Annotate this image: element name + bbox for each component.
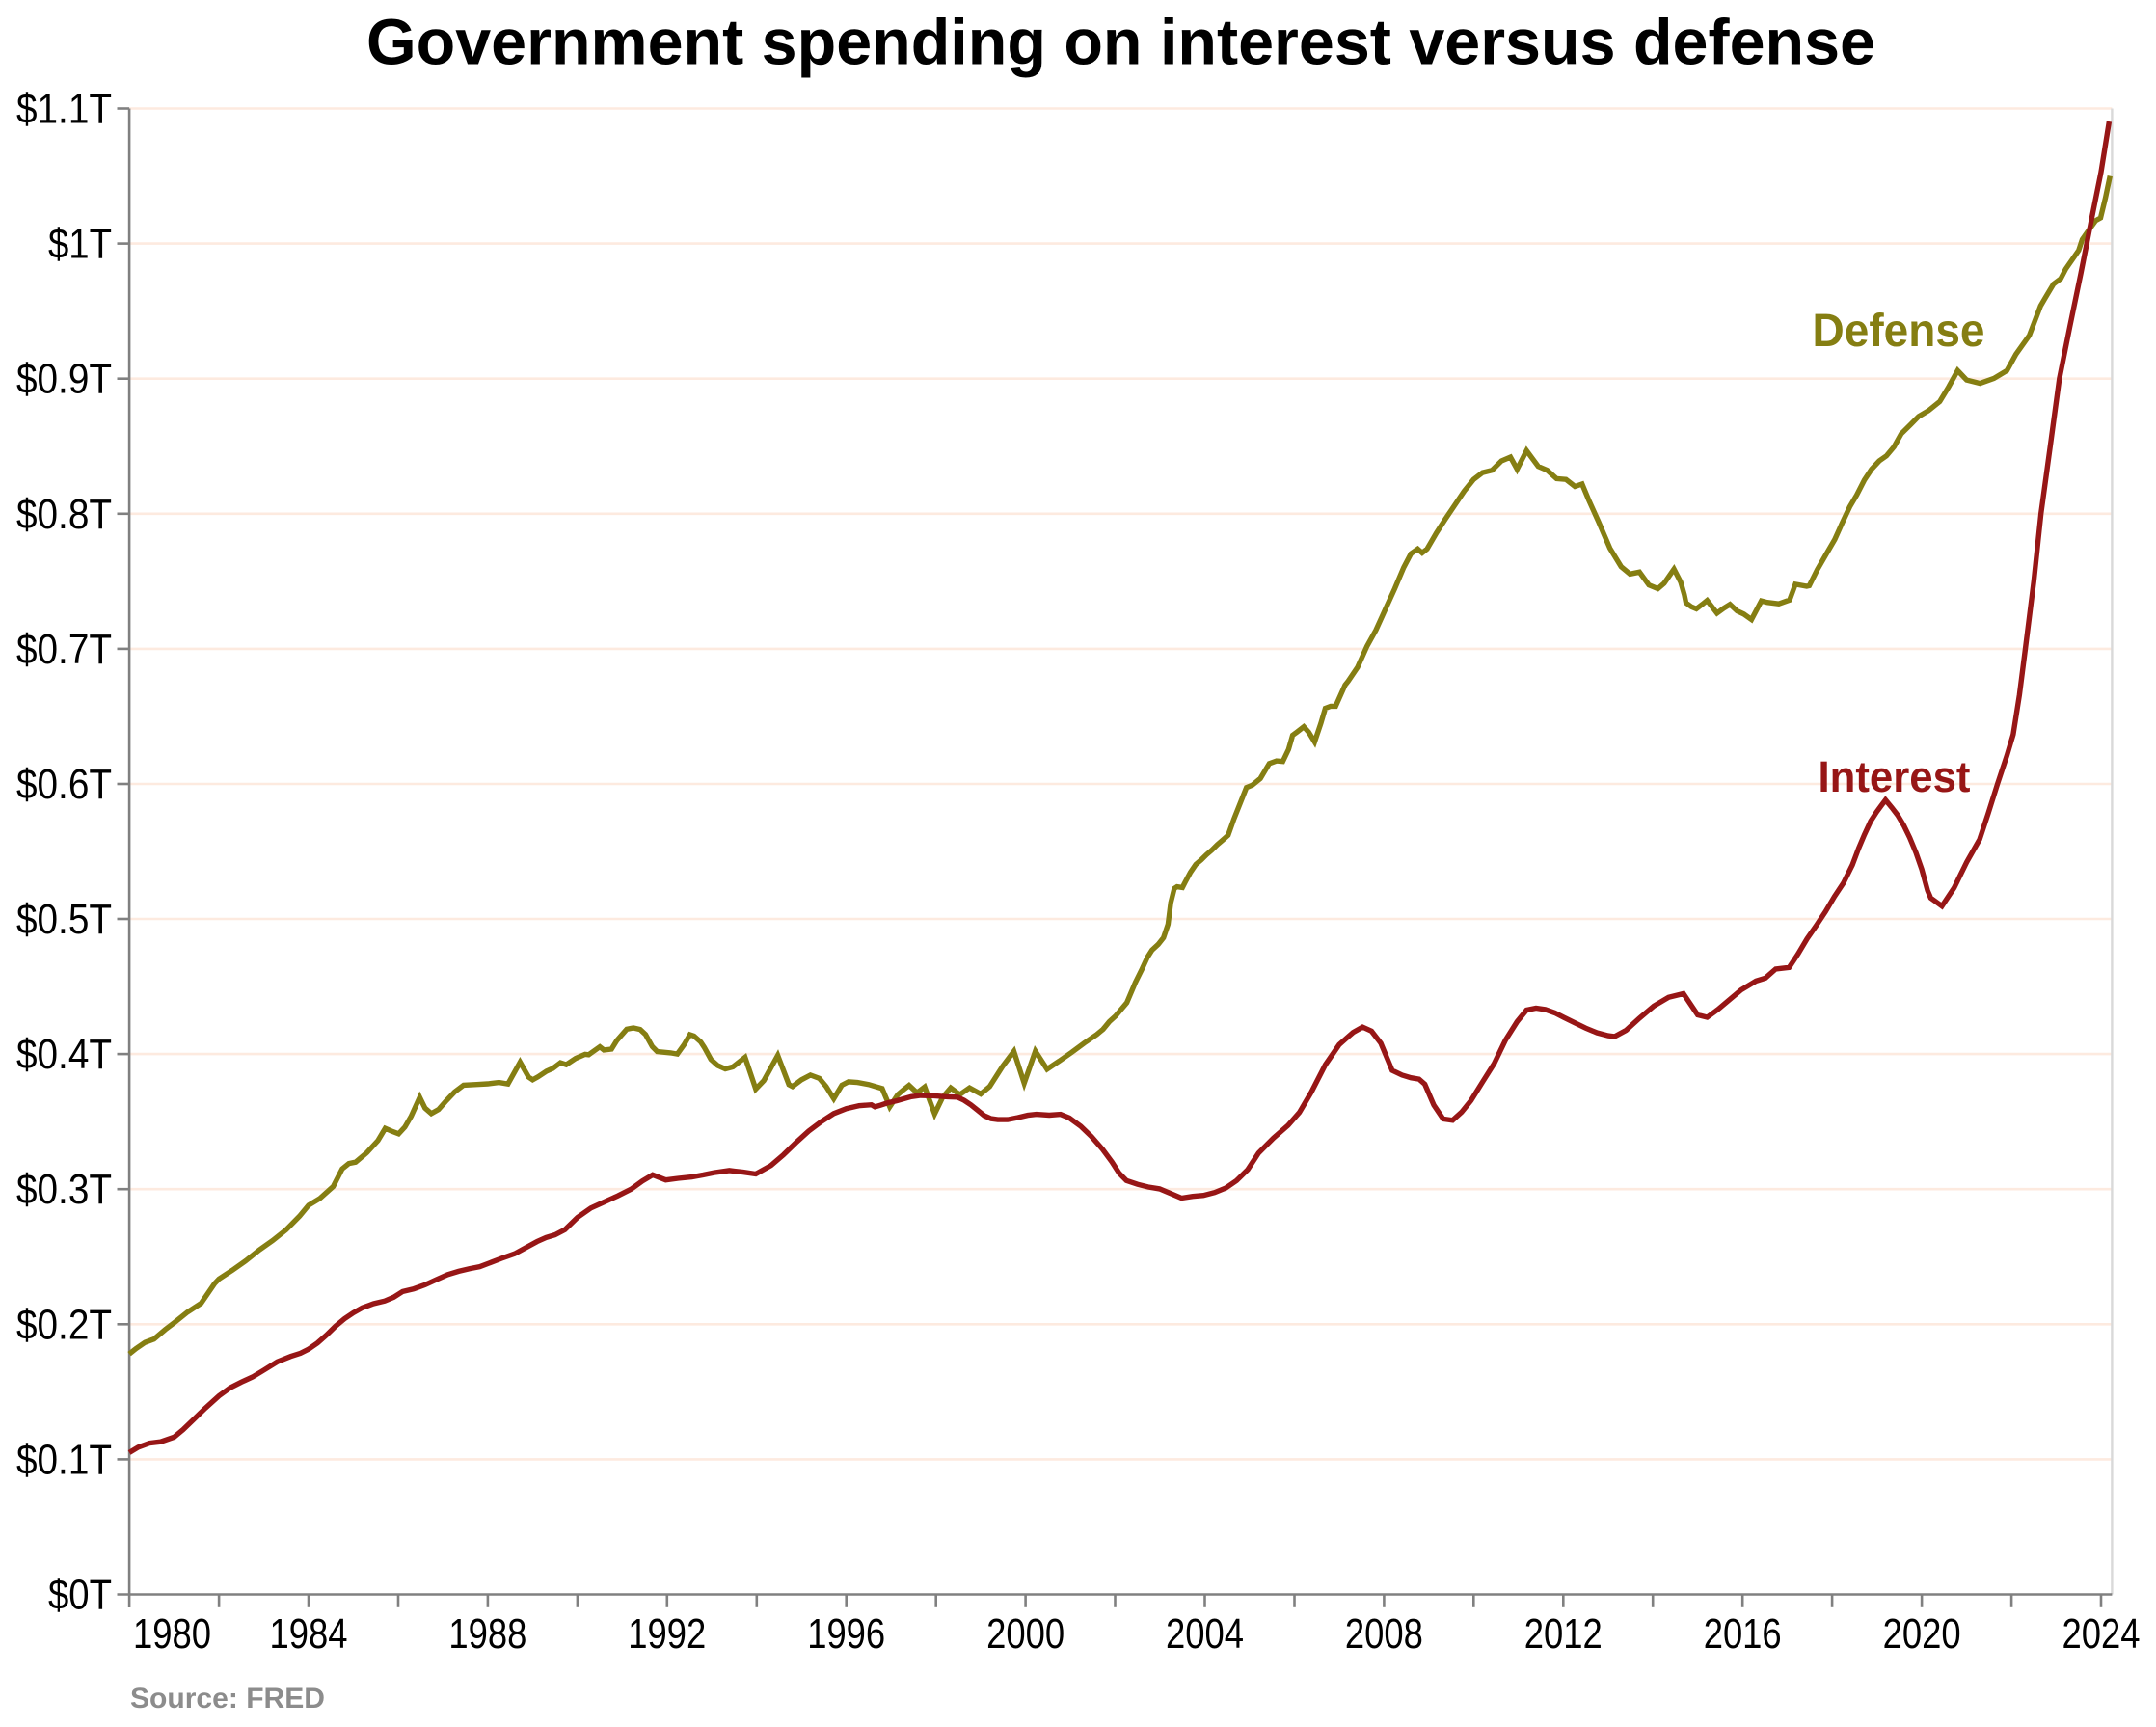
- svg-text:1992: 1992: [628, 1610, 706, 1658]
- svg-text:$0T: $0T: [48, 1572, 112, 1619]
- svg-text:1996: 1996: [807, 1610, 885, 1658]
- svg-text:1980: 1980: [133, 1610, 211, 1658]
- svg-text:2012: 2012: [1524, 1610, 1603, 1658]
- svg-text:$0.1T: $0.1T: [16, 1436, 112, 1483]
- svg-text:Defense: Defense: [1813, 306, 1985, 357]
- svg-text:1984: 1984: [270, 1610, 348, 1658]
- svg-text:$1T: $1T: [48, 221, 112, 268]
- svg-text:$0.3T: $0.3T: [16, 1166, 112, 1213]
- svg-text:Interest: Interest: [1819, 752, 1971, 801]
- svg-text:2020: 2020: [1883, 1610, 1961, 1658]
- svg-text:$0.5T: $0.5T: [16, 896, 112, 943]
- svg-text:2016: 2016: [1704, 1610, 1782, 1658]
- svg-text:2024: 2024: [2062, 1610, 2141, 1658]
- svg-text:$0.7T: $0.7T: [16, 626, 112, 673]
- svg-text:$0.4T: $0.4T: [16, 1031, 112, 1078]
- svg-text:$0.2T: $0.2T: [16, 1301, 112, 1348]
- svg-text:Government spending on interes: Government spending on interest versus d…: [366, 7, 1875, 79]
- svg-text:2004: 2004: [1166, 1610, 1244, 1658]
- svg-text:$0.6T: $0.6T: [16, 761, 112, 808]
- svg-text:$1.1T: $1.1T: [16, 86, 112, 133]
- svg-text:$0.8T: $0.8T: [16, 491, 112, 538]
- svg-text:1988: 1988: [448, 1610, 526, 1658]
- svg-text:2000: 2000: [986, 1610, 1065, 1658]
- svg-text:Source: FRED: Source: FRED: [130, 1683, 325, 1714]
- svg-text:2008: 2008: [1345, 1610, 1423, 1658]
- svg-text:$0.9T: $0.9T: [16, 356, 112, 403]
